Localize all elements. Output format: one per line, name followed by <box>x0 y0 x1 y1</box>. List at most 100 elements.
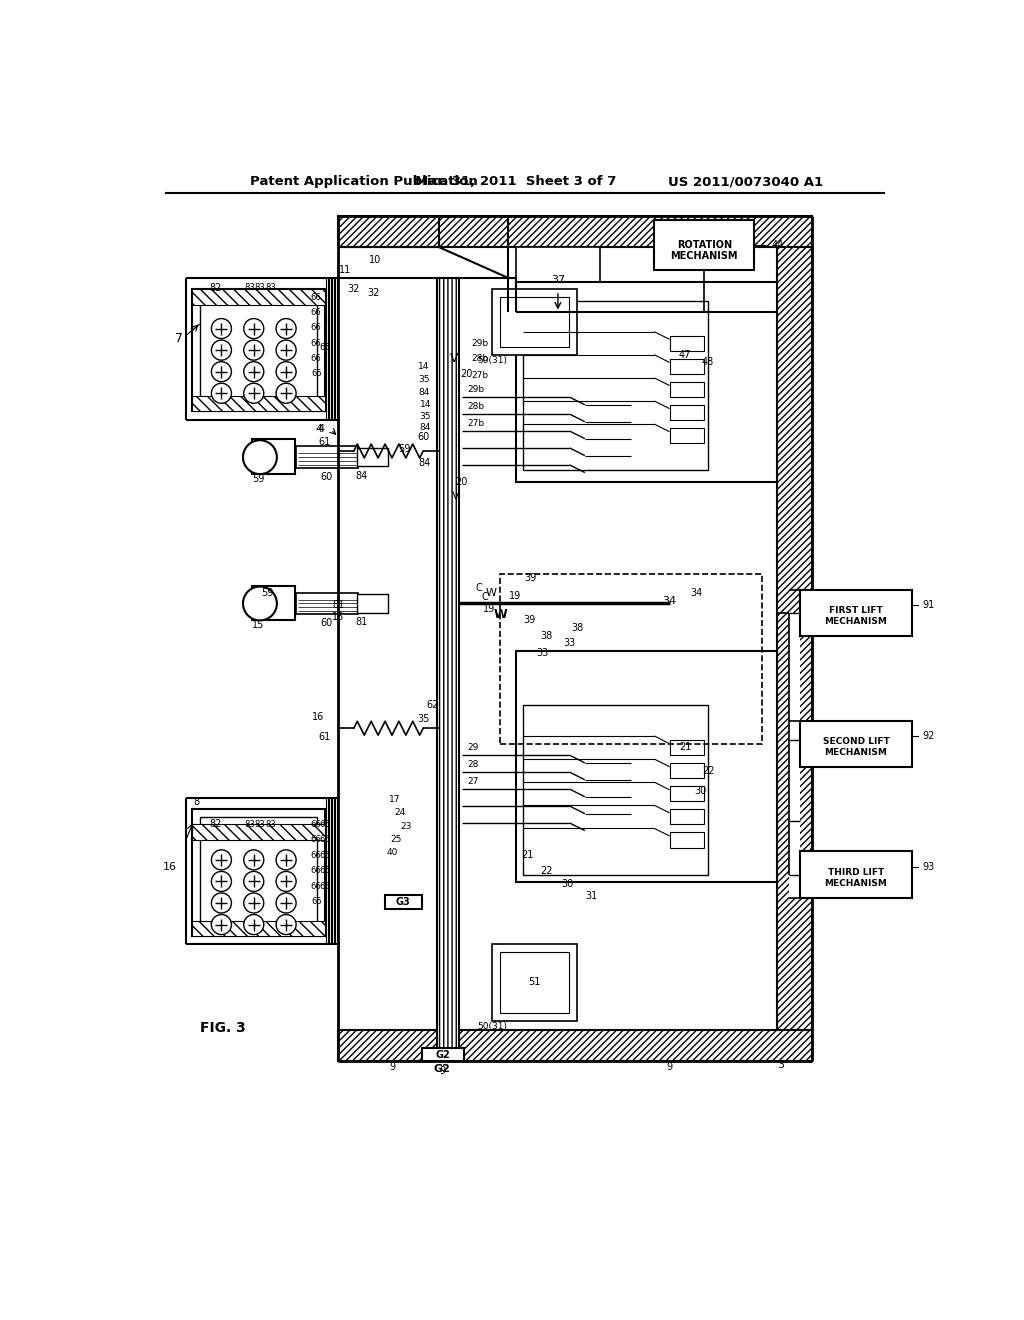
Bar <box>296 446 357 469</box>
Text: 3: 3 <box>777 1060 784 1069</box>
Text: 27: 27 <box>468 777 479 785</box>
Text: G2: G2 <box>435 1049 450 1060</box>
Text: 51: 51 <box>528 977 541 987</box>
Text: 65: 65 <box>319 343 330 351</box>
Text: 62: 62 <box>426 700 438 710</box>
Text: 48: 48 <box>701 358 714 367</box>
Circle shape <box>276 383 296 404</box>
Circle shape <box>276 362 296 381</box>
Bar <box>670 832 705 847</box>
Text: C: C <box>476 583 482 593</box>
Text: 7: 7 <box>175 333 183 345</box>
Text: MECHANISM: MECHANISM <box>824 879 888 888</box>
Circle shape <box>211 915 231 935</box>
Bar <box>200 817 316 928</box>
Text: 22: 22 <box>541 866 553 875</box>
Text: 10: 10 <box>370 255 382 265</box>
Bar <box>339 1030 812 1061</box>
Circle shape <box>244 871 264 891</box>
Bar <box>437 277 459 1048</box>
Circle shape <box>276 318 296 339</box>
Text: 32: 32 <box>368 288 380 298</box>
Circle shape <box>211 318 231 339</box>
Text: Patent Application Publication: Patent Application Publication <box>250 176 477 187</box>
Text: 66: 66 <box>310 354 322 363</box>
Bar <box>670 381 705 397</box>
Circle shape <box>211 362 231 381</box>
Bar <box>193 825 325 840</box>
Text: 83: 83 <box>255 284 265 292</box>
Text: 66: 66 <box>319 851 330 859</box>
Text: 15: 15 <box>332 611 345 622</box>
Circle shape <box>243 586 276 620</box>
Bar <box>670 785 705 801</box>
Circle shape <box>244 850 264 870</box>
Text: 28b: 28b <box>472 354 488 363</box>
Text: 50(31): 50(31) <box>477 355 508 364</box>
Text: C: C <box>481 593 488 602</box>
Text: 17: 17 <box>389 796 400 804</box>
Bar <box>493 289 578 355</box>
Text: 11: 11 <box>339 265 351 275</box>
Text: 61: 61 <box>318 733 331 742</box>
Text: 14: 14 <box>418 362 429 371</box>
Bar <box>422 1048 464 1061</box>
Text: 47: 47 <box>679 350 691 360</box>
Text: 83: 83 <box>245 284 255 292</box>
Bar <box>500 574 762 743</box>
Text: 84: 84 <box>419 458 431 469</box>
Text: 15: 15 <box>252 620 264 630</box>
Bar <box>385 895 422 909</box>
Circle shape <box>211 850 231 870</box>
Text: Mar. 31, 2011  Sheet 3 of 7: Mar. 31, 2011 Sheet 3 of 7 <box>416 176 616 187</box>
Text: 31: 31 <box>585 891 597 902</box>
Text: 23: 23 <box>400 822 412 832</box>
Text: 50(31): 50(31) <box>477 1023 508 1031</box>
Bar <box>670 739 705 755</box>
Text: 33: 33 <box>563 639 575 648</box>
Text: G3: G3 <box>395 898 411 907</box>
Text: 91: 91 <box>923 601 934 610</box>
Bar <box>523 301 708 470</box>
Circle shape <box>276 871 296 891</box>
Text: 66: 66 <box>310 851 322 859</box>
Text: MECHANISM: MECHANISM <box>671 251 738 261</box>
Bar <box>670 359 705 374</box>
Bar <box>515 651 777 882</box>
Text: 27b: 27b <box>472 371 488 380</box>
Text: 29: 29 <box>468 743 479 752</box>
Text: 83: 83 <box>255 820 265 829</box>
Text: 65: 65 <box>311 898 322 906</box>
Circle shape <box>276 850 296 870</box>
Text: 25: 25 <box>391 836 402 845</box>
Text: 29b: 29b <box>468 385 485 393</box>
Text: 34: 34 <box>690 589 702 598</box>
Bar <box>252 440 295 474</box>
Bar <box>357 447 388 466</box>
Text: 9: 9 <box>389 1063 395 1072</box>
Bar <box>193 921 325 936</box>
Bar <box>515 247 600 313</box>
Text: 59: 59 <box>252 474 264 483</box>
Bar <box>654 220 755 271</box>
Text: 39: 39 <box>523 615 536 626</box>
Text: W: W <box>485 589 497 598</box>
Text: 28: 28 <box>468 760 479 768</box>
Bar <box>801 851 912 898</box>
Circle shape <box>211 383 231 404</box>
Circle shape <box>243 441 276 474</box>
Text: 39: 39 <box>524 573 537 583</box>
Bar <box>670 763 705 779</box>
Text: 66: 66 <box>310 866 322 875</box>
Circle shape <box>244 341 264 360</box>
Text: 29b: 29b <box>472 339 488 347</box>
Bar <box>252 586 295 620</box>
Text: 66: 66 <box>310 308 322 317</box>
Text: 84: 84 <box>420 424 431 433</box>
Text: THIRD LIFT: THIRD LIFT <box>827 867 884 876</box>
Text: 82: 82 <box>209 282 221 293</box>
Bar <box>801 721 912 767</box>
Text: 83: 83 <box>265 820 276 829</box>
Bar <box>193 289 325 305</box>
Text: US 2011/0073040 A1: US 2011/0073040 A1 <box>668 176 823 187</box>
